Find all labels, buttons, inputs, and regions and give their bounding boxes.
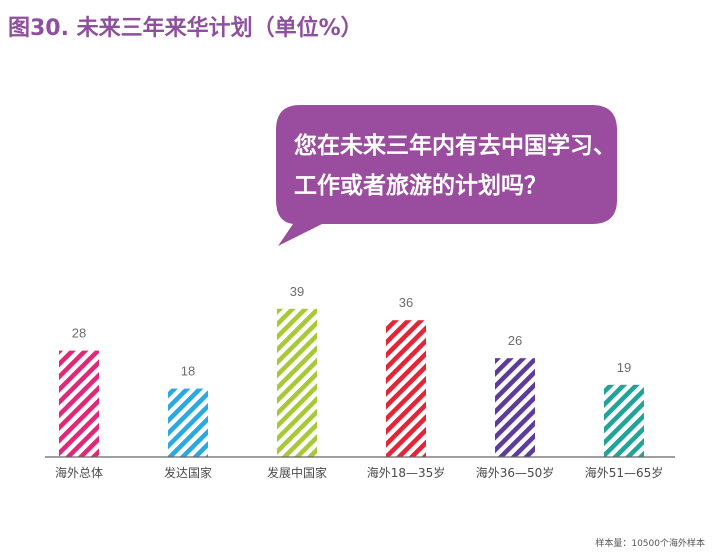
value-label-3: 39 <box>290 284 304 299</box>
category-label-6: 海外51—65岁 <box>585 465 664 480</box>
value-label-2: 18 <box>181 364 195 379</box>
bar-6 <box>604 384 644 457</box>
bar-5 <box>495 358 535 457</box>
value-label-5: 26 <box>508 333 522 348</box>
speech-bubble: 您在未来三年内有去中国学习、 工作或者旅游的计划吗？ <box>276 105 617 246</box>
callout-line-2: 工作或者旅游的计划吗？ <box>294 172 547 199</box>
value-label-6: 19 <box>617 360 631 375</box>
bar-1 <box>59 350 99 457</box>
bar-3 <box>277 308 317 457</box>
category-label-5: 海外36—50岁 <box>476 465 555 480</box>
speech-bubble-shape <box>276 105 617 246</box>
bars-group <box>59 308 644 457</box>
labels-group: 28 海外总体 18 发达国家 39 发展中国家 36 海外18—35岁 26 海外36—50岁 1… <box>55 284 663 480</box>
callout-line-1: 您在未来三年内有去中国学习、 <box>294 132 616 159</box>
category-label-4: 海外18—35岁 <box>367 465 446 480</box>
bar-2 <box>168 388 208 457</box>
category-label-2: 发达国家 <box>164 465 212 480</box>
value-label-4: 36 <box>399 295 413 310</box>
category-label-1: 海外总体 <box>55 465 103 480</box>
sample-size-footnote: 样本量：10500个海外样本 <box>595 537 705 549</box>
category-label-3: 发展中国家 <box>267 465 327 480</box>
bar-4 <box>386 320 426 457</box>
chart-title: 图30. 未来三年来华计划（单位%） <box>8 16 363 41</box>
value-label-1: 28 <box>72 326 86 341</box>
